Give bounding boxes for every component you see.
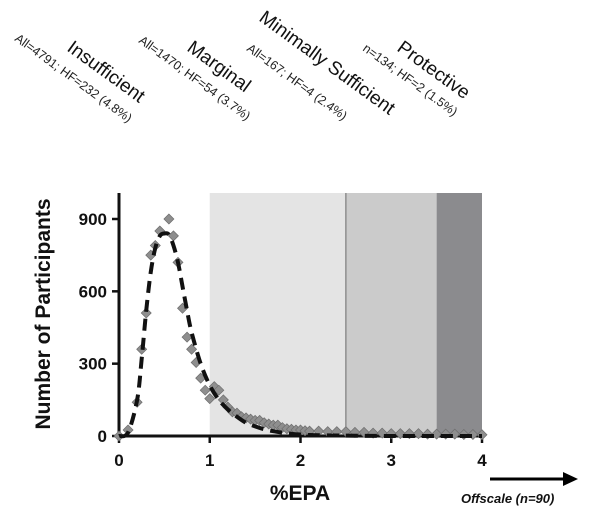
x-axis-label: %EPA	[270, 482, 330, 505]
data-point	[199, 384, 211, 396]
y-tick-label: 600	[79, 282, 107, 301]
x-tick-label: 2	[296, 451, 305, 470]
offscale-label: Offscale (n=90)	[461, 491, 554, 506]
data-point	[167, 230, 179, 242]
y-axis-label: Number of Participants	[32, 198, 55, 429]
data-point	[213, 384, 225, 396]
zone-band-2	[209, 193, 346, 436]
series	[113, 213, 488, 442]
x-tick-label: 1	[205, 451, 214, 470]
y-tick-label: 900	[79, 210, 107, 229]
offscale-arrow-head-icon	[563, 472, 578, 486]
x-tick-label: 4	[477, 451, 487, 470]
zone-backgrounds	[209, 193, 482, 436]
y-tick-label: 0	[98, 427, 107, 446]
data-point	[431, 428, 443, 440]
fit-curve	[118, 231, 482, 439]
x-tick-label: 0	[114, 451, 123, 470]
zone-band-3	[345, 193, 437, 436]
data-point	[181, 331, 193, 343]
data-point	[204, 393, 216, 405]
zone-band-4	[436, 193, 482, 436]
data-point	[163, 213, 175, 225]
axis-ticks: 0 1 2 3 4 0 300 600 900	[79, 210, 488, 470]
data-point	[394, 428, 406, 440]
data-point	[186, 343, 198, 355]
offscale-annotation: Offscale (n=90)	[461, 472, 578, 506]
x-tick-label: 3	[387, 451, 396, 470]
data-point	[140, 307, 152, 319]
y-tick-label: 300	[79, 355, 107, 374]
data-point	[412, 428, 424, 440]
